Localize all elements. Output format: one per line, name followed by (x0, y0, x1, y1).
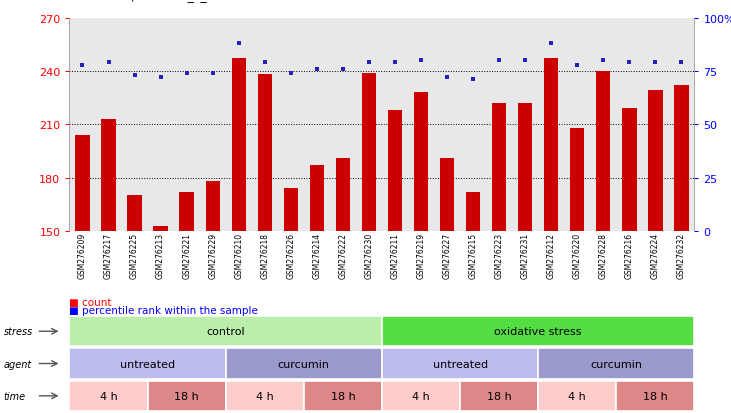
Point (442, 75, 453, 81)
Text: 18 h: 18 h (330, 391, 355, 401)
Bar (154, 226, 167, 231)
Bar (440, 159, 454, 231)
Point (363, 60, 375, 66)
Bar (232, 59, 246, 231)
Text: stress: stress (4, 326, 33, 337)
Point (285, 71, 297, 77)
Bar (75, 135, 90, 231)
Bar (570, 128, 584, 231)
Point (181, 71, 192, 77)
Bar (596, 72, 610, 231)
Text: 18 h: 18 h (487, 391, 512, 401)
Point (493, 58, 505, 64)
Bar (205, 182, 220, 231)
Bar (336, 159, 350, 231)
Point (233, 41, 245, 47)
Point (650, 60, 662, 66)
Text: control: control (206, 326, 245, 337)
Bar (466, 192, 480, 231)
Bar (414, 93, 428, 231)
Point (624, 60, 635, 66)
Bar (674, 86, 689, 231)
Bar (127, 196, 142, 231)
Bar (622, 109, 637, 231)
Text: 4 h: 4 h (569, 391, 586, 401)
Text: untreated: untreated (433, 358, 488, 369)
Bar (518, 104, 532, 231)
Point (129, 73, 140, 79)
Point (311, 66, 322, 73)
Text: ■ percentile rank within the sample: ■ percentile rank within the sample (69, 305, 258, 315)
Text: curcumin: curcumin (591, 358, 643, 369)
Point (545, 41, 557, 47)
Point (337, 66, 349, 73)
Text: GDS3342 / 218064_s_at: GDS3342 / 218064_s_at (69, 0, 220, 2)
Point (572, 62, 583, 69)
Text: 18 h: 18 h (174, 391, 199, 401)
Point (467, 77, 479, 83)
Point (207, 71, 219, 77)
Text: agent: agent (4, 358, 32, 369)
Point (389, 60, 401, 66)
Bar (284, 189, 298, 231)
Text: time: time (4, 391, 26, 401)
Text: 18 h: 18 h (643, 391, 667, 401)
Bar (362, 74, 376, 231)
Text: 4 h: 4 h (412, 391, 430, 401)
Point (102, 60, 114, 66)
Bar (492, 104, 507, 231)
Text: oxidative stress: oxidative stress (494, 326, 582, 337)
Point (259, 60, 270, 66)
Text: ■ count: ■ count (69, 297, 112, 307)
Bar (648, 91, 662, 231)
Point (597, 58, 609, 64)
Text: 4 h: 4 h (99, 391, 118, 401)
Point (519, 58, 531, 64)
Text: untreated: untreated (120, 358, 175, 369)
Bar (310, 166, 324, 231)
Bar (257, 75, 272, 231)
Bar (102, 120, 115, 231)
Point (415, 58, 427, 64)
Bar (544, 59, 558, 231)
Bar (180, 192, 194, 231)
Point (675, 60, 687, 66)
Point (155, 75, 167, 81)
Text: curcumin: curcumin (278, 358, 330, 369)
Point (77, 62, 88, 69)
Text: 4 h: 4 h (256, 391, 273, 401)
Bar (388, 111, 402, 231)
